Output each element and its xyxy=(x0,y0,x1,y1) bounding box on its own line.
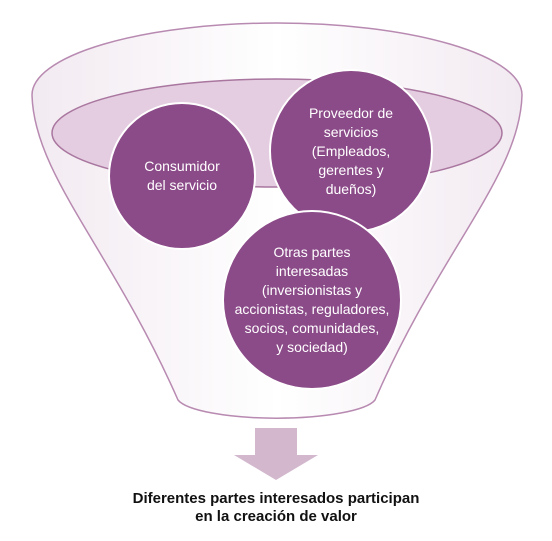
others-circle xyxy=(222,210,402,390)
provider-label: Proveedor de servicios (Empleados, geren… xyxy=(308,104,394,197)
consumer-circle xyxy=(108,102,256,250)
consumer-label: Consumidor del servicio xyxy=(144,158,220,193)
down-arrow-icon xyxy=(234,428,318,480)
other-stakeholders-label: Otras partes interesadas (inversionistas… xyxy=(234,244,390,355)
diagram-caption: Diferentes partes interesados participan… xyxy=(132,490,420,525)
